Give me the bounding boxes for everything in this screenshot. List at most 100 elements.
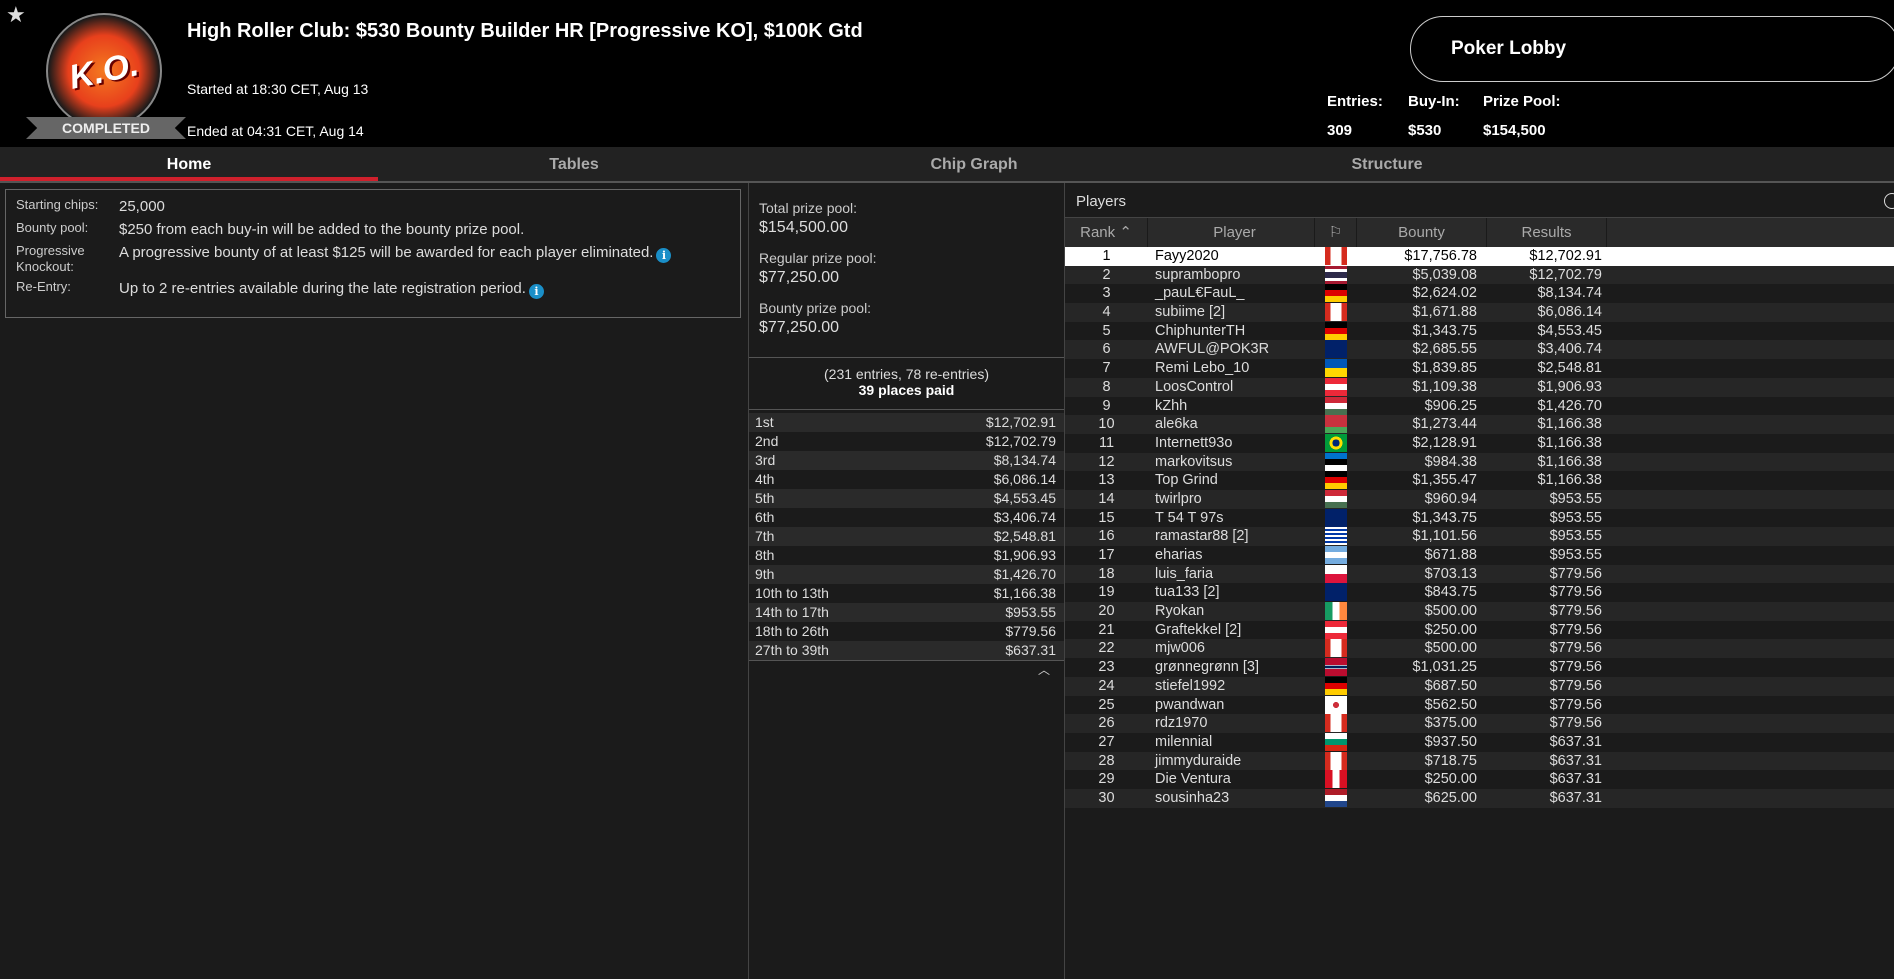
payout-amount: $8,134.74: [993, 452, 1056, 468]
entries-label: Entries:: [1327, 93, 1383, 110]
player-row[interactable]: 2 suprambopro $5,039.08 $12,702.79: [1065, 265, 1894, 285]
player-row[interactable]: 4 subiime [2] $1,671.88 $6,086.14: [1065, 303, 1894, 322]
payout-place: 8th: [755, 547, 775, 563]
poker-lobby-button[interactable]: Poker Lobby: [1410, 16, 1894, 82]
player-results: $637.31: [1549, 789, 1602, 806]
player-name: ale6ka: [1155, 416, 1198, 433]
player-results: $1,166.38: [1537, 416, 1602, 433]
regular-prize-value: $77,250.00: [759, 269, 840, 286]
player-row[interactable]: 24 stiefel1992 $687.50 $779.56: [1065, 676, 1894, 696]
info-value: $250 from each buy-in will be added to t…: [119, 220, 730, 239]
tab-bar: Home Tables Chip Graph Structure: [0, 147, 1894, 183]
player-row[interactable]: 21 Graftekkel [2] $250.00 $779.56: [1065, 620, 1894, 640]
player-results: $637.31: [1549, 733, 1602, 750]
player-row[interactable]: 30 sousinha23 $625.00 $637.31: [1065, 788, 1894, 808]
player-row[interactable]: 28 jimmyduraide $718.75 $637.31: [1065, 751, 1894, 771]
player-row[interactable]: 6 AWFUL@POK3R $2,685.55 $3,406.74: [1065, 340, 1894, 360]
start-time: Started at 18:30 CET, Aug 13: [187, 81, 369, 97]
player-name: jimmyduraide: [1155, 752, 1242, 769]
player-row[interactable]: 18 luis_faria $703.13 $779.56: [1065, 564, 1894, 584]
player-row[interactable]: 10 ale6ka $1,273.44 $1,166.38: [1065, 415, 1894, 434]
player-bounty: $1,109.38: [1412, 378, 1477, 395]
payout-amount: $3,406.74: [993, 509, 1056, 525]
player-row[interactable]: 9 kZhh $906.25 $1,426.70: [1065, 396, 1894, 416]
player-row[interactable]: 22 mjw006 $500.00 $779.56: [1065, 639, 1894, 659]
column-player[interactable]: Player: [1148, 218, 1315, 247]
player-name: Internett93o: [1155, 434, 1233, 451]
player-row[interactable]: 14 twirlpro $960.94 $953.55: [1065, 489, 1894, 509]
payout-amount: $1,426.70: [993, 566, 1056, 582]
player-results: $8,134.74: [1537, 285, 1602, 302]
player-row[interactable]: 17 eharias $671.88 $953.55: [1065, 546, 1894, 565]
player-bounty: $1,343.75: [1412, 509, 1477, 526]
player-rank: 3: [1102, 285, 1111, 302]
entries-value: 309: [1327, 122, 1353, 139]
player-row[interactable]: 26 rdz1970 $375.00 $779.56: [1065, 714, 1894, 733]
player-flag: [1315, 321, 1357, 341]
player-row[interactable]: 29 Die Ventura $250.00 $637.31: [1065, 770, 1894, 789]
search-icon[interactable]: [1884, 193, 1894, 209]
player-rank: 20: [1098, 603, 1115, 620]
tab-tables[interactable]: Tables: [549, 156, 599, 173]
tab-chip-graph[interactable]: Chip Graph: [930, 156, 1018, 173]
player-bounty: $2,128.91: [1412, 434, 1477, 451]
column-results[interactable]: Results: [1487, 218, 1607, 247]
payout-amount: $12,702.79: [985, 433, 1056, 449]
player-flag: [1315, 788, 1357, 808]
player-row[interactable]: 27 milennial $937.50 $637.31: [1065, 732, 1894, 752]
player-row[interactable]: 25 pwandwan $562.50 $779.56: [1065, 695, 1894, 715]
player-row[interactable]: 23 grønnegrønn [3] $1,031.25 $779.56: [1065, 658, 1894, 677]
flag-ee-icon: [1325, 452, 1347, 471]
player-row[interactable]: 5 ChiphunterTH $1,343.75 $4,553.45: [1065, 321, 1894, 341]
prize-pool-label: Prize Pool:: [1483, 93, 1561, 110]
total-prize-value: $154,500.00: [759, 219, 848, 236]
player-results: $953.55: [1549, 528, 1602, 545]
player-rank: 10: [1098, 416, 1115, 433]
player-row[interactable]: 12 markovitsus $984.38 $1,166.38: [1065, 452, 1894, 472]
player-row[interactable]: 16 ramastar88 [2] $1,101.56 $953.55: [1065, 527, 1894, 546]
flag-by-icon: [1325, 415, 1347, 434]
payout-amount: $6,086.14: [993, 471, 1056, 487]
payout-row: 14th to 17th $953.55: [749, 603, 1064, 622]
player-name: LoosControl: [1155, 378, 1234, 395]
player-row[interactable]: 15 T 54 T 97s $1,343.75 $953.55: [1065, 508, 1894, 528]
player-row[interactable]: 11 Internett93o $2,128.91 $1,166.38: [1065, 433, 1894, 453]
player-rank: 23: [1098, 659, 1115, 676]
info-label: Starting chips:: [16, 197, 99, 212]
player-row[interactable]: 7 Remi Lebo_10 $1,839.85 $2,548.81: [1065, 359, 1894, 378]
flag-uy-icon: [1325, 527, 1347, 546]
player-flag: [1315, 602, 1357, 621]
flag-pl-icon: [1325, 564, 1347, 583]
players-table-body: 1 Fayy2020 $17,756.78 $12,702.91 2 suprambopr…: [1065, 247, 1894, 808]
player-row[interactable]: 20 Ryokan $500.00 $779.56: [1065, 602, 1894, 621]
info-value: A progressive bounty of at least $125 wi…: [119, 243, 730, 275]
prize-pool-panel: Total prize pool: $154,500.00 Regular pr…: [748, 183, 1065, 979]
player-bounty: $906.25: [1424, 397, 1477, 414]
info-icon[interactable]: i: [656, 248, 672, 263]
favorite-star-icon[interactable]: ★: [6, 2, 26, 27]
payout-row: 3rd $8,134.74: [749, 451, 1064, 470]
player-bounty: $960.94: [1424, 490, 1477, 507]
payout-row: 8th $1,906.93: [749, 546, 1064, 565]
payout-place: 18th to 26th: [755, 623, 829, 639]
player-row[interactable]: 8 LoosControl $1,109.38 $1,906.93: [1065, 377, 1894, 397]
column-bounty[interactable]: Bounty: [1357, 218, 1487, 247]
player-results: $779.56: [1549, 715, 1602, 732]
column-rank[interactable]: Rank ⌃: [1065, 218, 1148, 247]
column-flag[interactable]: ⚐: [1315, 218, 1357, 247]
info-icon[interactable]: i: [528, 284, 544, 299]
player-bounty: $500.00: [1424, 603, 1477, 620]
player-flag: [1315, 359, 1357, 378]
player-row[interactable]: 1 Fayy2020 $17,756.78 $12,702.91: [1065, 247, 1894, 266]
player-row[interactable]: 3 _pauL€FauL_ $2,624.02 $8,134.74: [1065, 284, 1894, 303]
player-row[interactable]: 19 tua133 [2] $843.75 $779.56: [1065, 583, 1894, 602]
collapse-chevron-icon[interactable]: ︿: [749, 660, 1064, 678]
player-row[interactable]: 13 Top Grind $1,355.47 $1,166.38: [1065, 471, 1894, 490]
player-flag: [1315, 508, 1357, 528]
player-rank: 21: [1098, 621, 1115, 638]
tab-home[interactable]: Home: [0, 147, 378, 181]
flag-gb-icon: [1325, 508, 1347, 527]
info-row: Re-Entry: Up to 2 re-entries available du…: [16, 279, 730, 299]
payout-place: 4th: [755, 471, 775, 487]
tab-structure[interactable]: Structure: [1351, 156, 1423, 173]
